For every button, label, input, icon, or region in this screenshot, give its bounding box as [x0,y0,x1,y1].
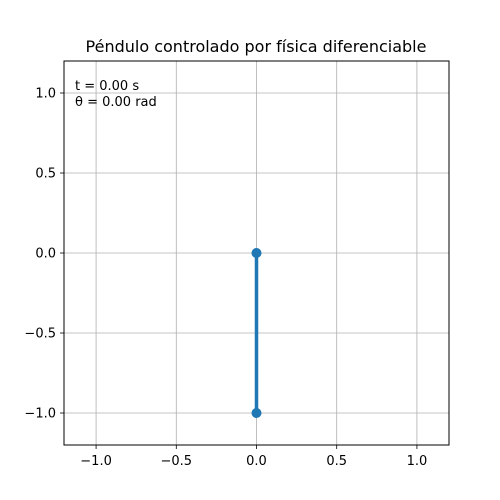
y-tick-label: 0.0 [35,247,56,262]
y-tick-label: −1.0 [24,407,56,422]
pivot-point [251,248,262,258]
x-tick-label: 1.0 [407,454,428,469]
bob-point [251,408,262,418]
x-tick-label: −1.0 [80,454,112,469]
y-tick-label: −0.5 [24,327,56,342]
axis-ticks: −1.0 −0.5 0.0 0.5 1.0 −1.0 −0.5 0.0 0.5 1.0 [24,87,427,470]
x-tick-label: 0.5 [326,454,347,469]
y-tick-label: 1.0 [35,87,56,102]
x-tick-label: −0.5 [161,454,193,469]
y-tick-label: 0.5 [35,167,56,182]
angle-annotation: θ = 0.00 rad [75,95,157,110]
chart-title: Péndulo controlado por física diferencia… [86,37,427,56]
plot-frame [63,60,450,446]
x-tick-label: 0.0 [246,454,267,469]
time-annotation: t = 0.00 s [75,79,139,94]
series-layer [251,248,262,418]
